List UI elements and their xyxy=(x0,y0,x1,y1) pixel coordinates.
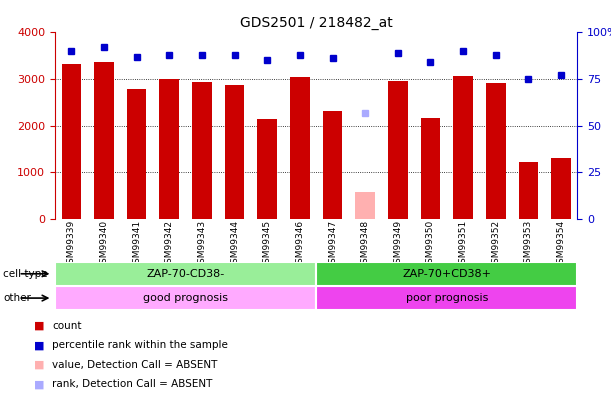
Text: count: count xyxy=(52,321,81,331)
Bar xyxy=(257,119,277,219)
Bar xyxy=(127,89,147,219)
Bar xyxy=(62,64,81,219)
Bar xyxy=(519,162,538,219)
Text: other: other xyxy=(3,293,31,303)
Bar xyxy=(551,158,571,219)
Bar xyxy=(420,118,441,219)
Text: rank, Detection Call = ABSENT: rank, Detection Call = ABSENT xyxy=(52,379,212,389)
Text: poor prognosis: poor prognosis xyxy=(406,293,488,303)
Text: ■: ■ xyxy=(34,360,44,370)
Text: ■: ■ xyxy=(34,341,44,350)
Bar xyxy=(486,83,505,219)
Bar xyxy=(388,81,408,219)
Bar xyxy=(94,62,114,219)
Text: cell type: cell type xyxy=(3,269,48,279)
Bar xyxy=(453,76,473,219)
Bar xyxy=(225,85,244,219)
Bar xyxy=(159,79,179,219)
Bar xyxy=(323,111,342,219)
Title: GDS2501 / 218482_at: GDS2501 / 218482_at xyxy=(240,16,393,30)
Text: ZAP-70-CD38-: ZAP-70-CD38- xyxy=(147,269,225,279)
Bar xyxy=(55,286,316,310)
Bar xyxy=(55,262,316,286)
Text: good prognosis: good prognosis xyxy=(143,293,228,303)
Text: ■: ■ xyxy=(34,321,44,331)
Text: percentile rank within the sample: percentile rank within the sample xyxy=(52,341,228,350)
Bar xyxy=(356,192,375,219)
Bar xyxy=(290,77,310,219)
Bar xyxy=(192,82,211,219)
Text: ZAP-70+CD38+: ZAP-70+CD38+ xyxy=(402,269,491,279)
Text: ■: ■ xyxy=(34,379,44,389)
Bar xyxy=(316,286,577,310)
Text: value, Detection Call = ABSENT: value, Detection Call = ABSENT xyxy=(52,360,218,370)
Bar xyxy=(316,262,577,286)
